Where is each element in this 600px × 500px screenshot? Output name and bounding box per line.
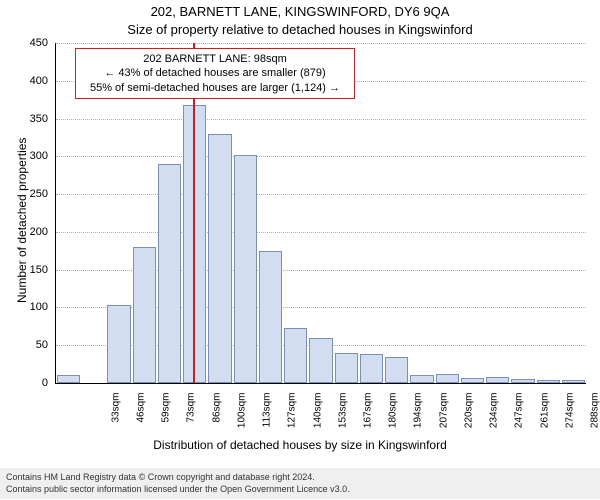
histogram-bar [309,338,332,383]
histogram-bar [284,328,307,383]
histogram-bar [410,375,433,383]
x-tick-label: 100sqm [236,393,247,443]
histogram-bar [158,164,181,383]
x-tick-label: 261sqm [539,393,550,443]
x-tick-label: 59sqm [161,393,172,443]
annotation-line1: 202 BARNETT LANE: 98sqm [82,52,348,66]
page: 202, BARNETT LANE, KINGSWINFORD, DY6 9QA… [0,0,600,500]
x-tick-label: 140sqm [312,393,323,443]
x-tick-label: 153sqm [337,393,348,443]
y-tick-label: 350 [0,113,48,125]
gridline [56,232,586,233]
histogram-bar [360,354,383,383]
x-tick-label: 288sqm [590,393,600,443]
y-tick-label: 50 [0,339,48,351]
histogram-bar [183,105,206,383]
x-tick-label: 73sqm [186,393,197,443]
histogram-bar [486,377,509,383]
histogram-bar [436,374,459,383]
y-tick-label: 450 [0,37,48,49]
histogram-bar [133,247,156,383]
x-tick-label: 207sqm [438,393,449,443]
histogram-bar [511,379,534,383]
x-tick-label: 86sqm [211,393,222,443]
y-tick-label: 400 [0,75,48,87]
x-tick-label: 274sqm [564,393,575,443]
histogram-bar [335,353,358,383]
gridline [56,43,586,44]
title-address: 202, BARNETT LANE, KINGSWINFORD, DY6 9QA [0,4,600,19]
histogram-bar [57,375,80,383]
histogram-bar [562,380,585,383]
annotation-line3: 55% of semi-detached houses are larger (… [82,81,348,95]
histogram-bar [461,378,484,383]
x-tick-label: 46sqm [135,393,146,443]
x-tick-label: 127sqm [287,393,298,443]
y-tick-label: 100 [0,301,48,313]
x-tick-label: 247sqm [514,393,525,443]
x-tick-label: 167sqm [363,393,374,443]
histogram-bar [259,251,282,383]
x-tick-label: 180sqm [388,393,399,443]
footer-attribution: Contains HM Land Registry data © Crown c… [0,468,600,499]
histogram-bar [107,305,130,383]
x-tick-label: 33sqm [110,393,121,443]
y-tick-label: 0 [0,377,48,389]
x-tick-label: 113sqm [262,393,273,443]
histogram-bar [385,357,408,383]
x-tick-label: 234sqm [489,393,500,443]
histogram-bar [208,134,231,383]
x-axis-title: Distribution of detached houses by size … [0,438,600,452]
y-axis-title: Number of detached properties [15,138,29,303]
annotation-box: 202 BARNETT LANE: 98sqm ← 43% of detache… [75,48,355,99]
footer-line1: Contains HM Land Registry data © Crown c… [6,472,594,484]
histogram-bar [234,155,257,383]
x-tick-labels: 33sqm46sqm59sqm73sqm86sqm100sqm113sqm127… [55,387,585,437]
gridline [56,194,586,195]
footer-line2: Contains public sector information licen… [6,484,594,496]
annotation-line2: ← 43% of detached houses are smaller (87… [82,66,348,80]
histogram-bar [537,380,560,383]
gridline [56,156,586,157]
x-tick-label: 220sqm [463,393,474,443]
x-tick-label: 194sqm [413,393,424,443]
gridline [56,119,586,120]
title-subtitle: Size of property relative to detached ho… [0,22,600,37]
